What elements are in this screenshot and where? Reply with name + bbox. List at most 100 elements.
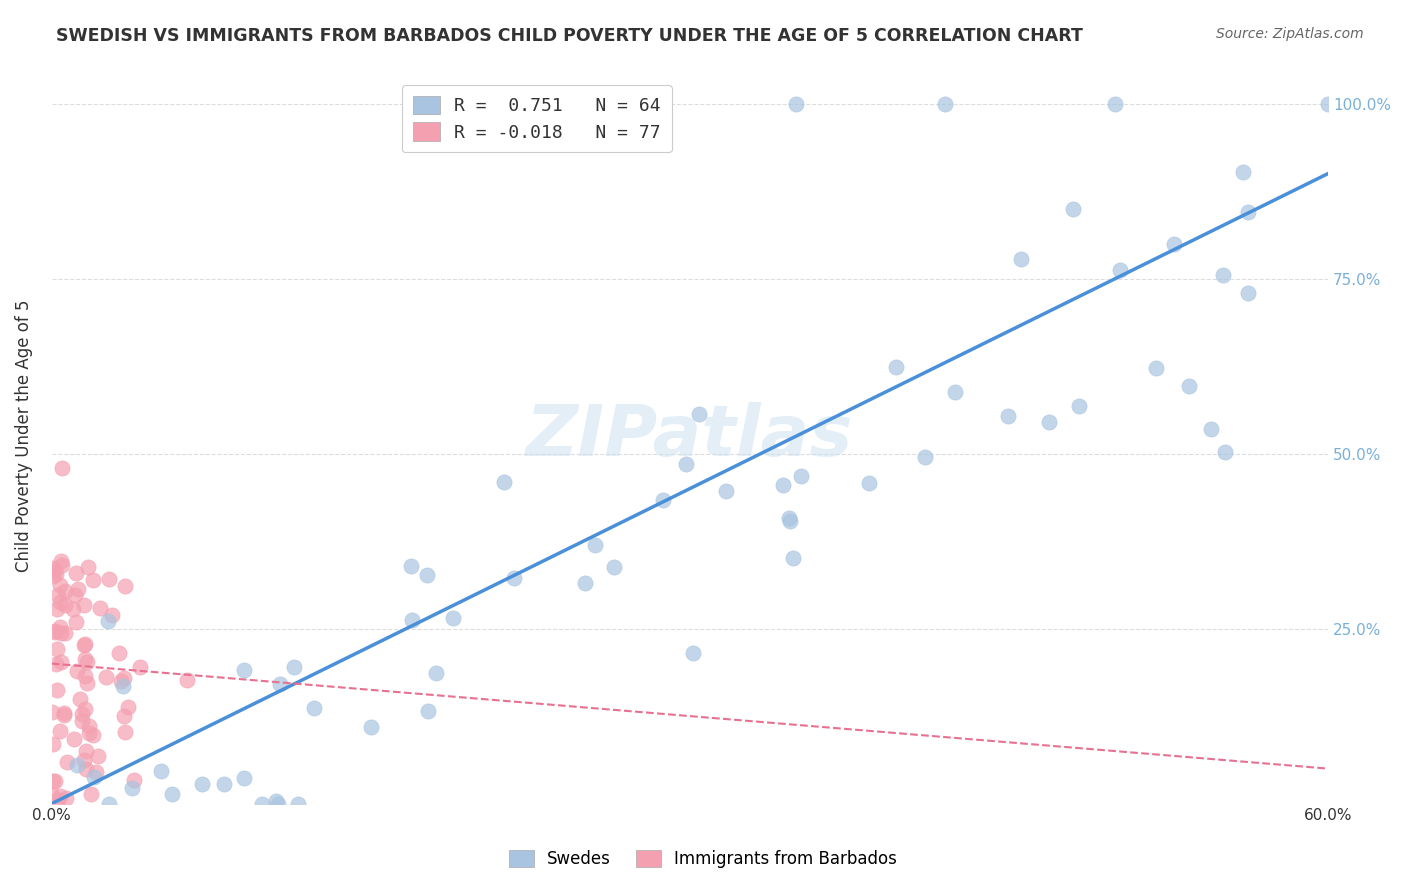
Point [66,664,89,678]
Point [302,700,325,714]
Point [51,554,73,568]
Point [73,753,96,767]
Point [233,772,256,786]
Point [77,719,100,733]
Point [176,673,198,688]
Point [128,660,150,674]
Point [73,639,96,653]
Point [124,772,146,787]
Point [51,558,73,573]
Point [682,646,704,660]
Point [46,588,69,602]
Point [62,602,84,616]
Point [212,777,235,791]
Point [250,797,273,811]
Point [1199,421,1222,435]
Point [89,601,111,615]
Point [1010,252,1032,267]
Point [84,765,107,780]
Point [86,748,108,763]
Point [779,514,801,528]
Text: Source: ZipAtlas.com: Source: ZipAtlas.com [1216,27,1364,41]
Point [112,680,135,694]
Point [42,773,65,788]
Point [191,777,214,791]
Point [76,655,98,669]
Point [1038,415,1060,429]
Point [574,575,596,590]
Point [1212,268,1234,282]
Point [287,797,309,811]
Point [49,578,72,592]
Point [69,691,91,706]
Point [416,705,439,719]
Point [44,563,66,577]
Point [492,475,515,489]
Point [790,469,813,483]
Point [149,764,172,778]
Point [51,460,73,475]
Point [943,384,966,399]
Point [49,724,72,739]
Legend: R =  0.751   N = 64, R = -0.018   N = 77: R = 0.751 N = 64, R = -0.018 N = 77 [402,85,672,153]
Point [53,708,76,723]
Point [112,671,135,685]
Point [53,706,76,720]
Point [675,457,697,471]
Point [688,407,710,421]
Point [107,646,129,660]
Point [76,676,98,690]
Point [267,797,290,811]
Point [42,569,65,583]
Point [45,567,67,582]
Point [1237,204,1260,219]
Point [75,668,97,682]
Point [1062,202,1084,216]
Point [858,475,880,490]
Point [66,758,89,772]
Point [49,619,72,633]
Point [425,665,447,680]
Point [45,657,67,671]
Point [98,573,121,587]
Point [1104,96,1126,111]
Point [98,797,121,811]
Point [1317,96,1340,111]
Point [264,794,287,808]
Point [63,588,86,602]
Point [49,595,72,609]
Point [1109,263,1132,277]
Legend: Swedes, Immigrants from Barbados: Swedes, Immigrants from Barbados [502,843,904,875]
Point [80,788,103,802]
Point [114,578,136,592]
Point [416,568,439,582]
Point [49,625,72,640]
Point [1232,165,1254,179]
Point [603,559,626,574]
Point [75,652,97,666]
Point [401,613,423,627]
Point [1213,445,1236,459]
Point [82,728,104,742]
Point [44,624,66,639]
Point [233,663,256,677]
Y-axis label: Child Poverty Under the Age of 5: Child Poverty Under the Age of 5 [15,300,32,573]
Point [73,599,96,613]
Point [46,682,69,697]
Point [42,737,65,751]
Point [41,788,63,802]
Point [1144,361,1167,376]
Point [45,642,67,657]
Point [283,659,305,673]
Point [49,655,72,669]
Point [101,607,124,622]
Point [56,755,79,769]
Point [75,762,97,776]
Point [914,450,936,465]
Point [55,584,77,599]
Point [716,484,738,499]
Point [785,96,807,111]
Point [884,359,907,374]
Point [112,708,135,723]
Point [96,615,118,629]
